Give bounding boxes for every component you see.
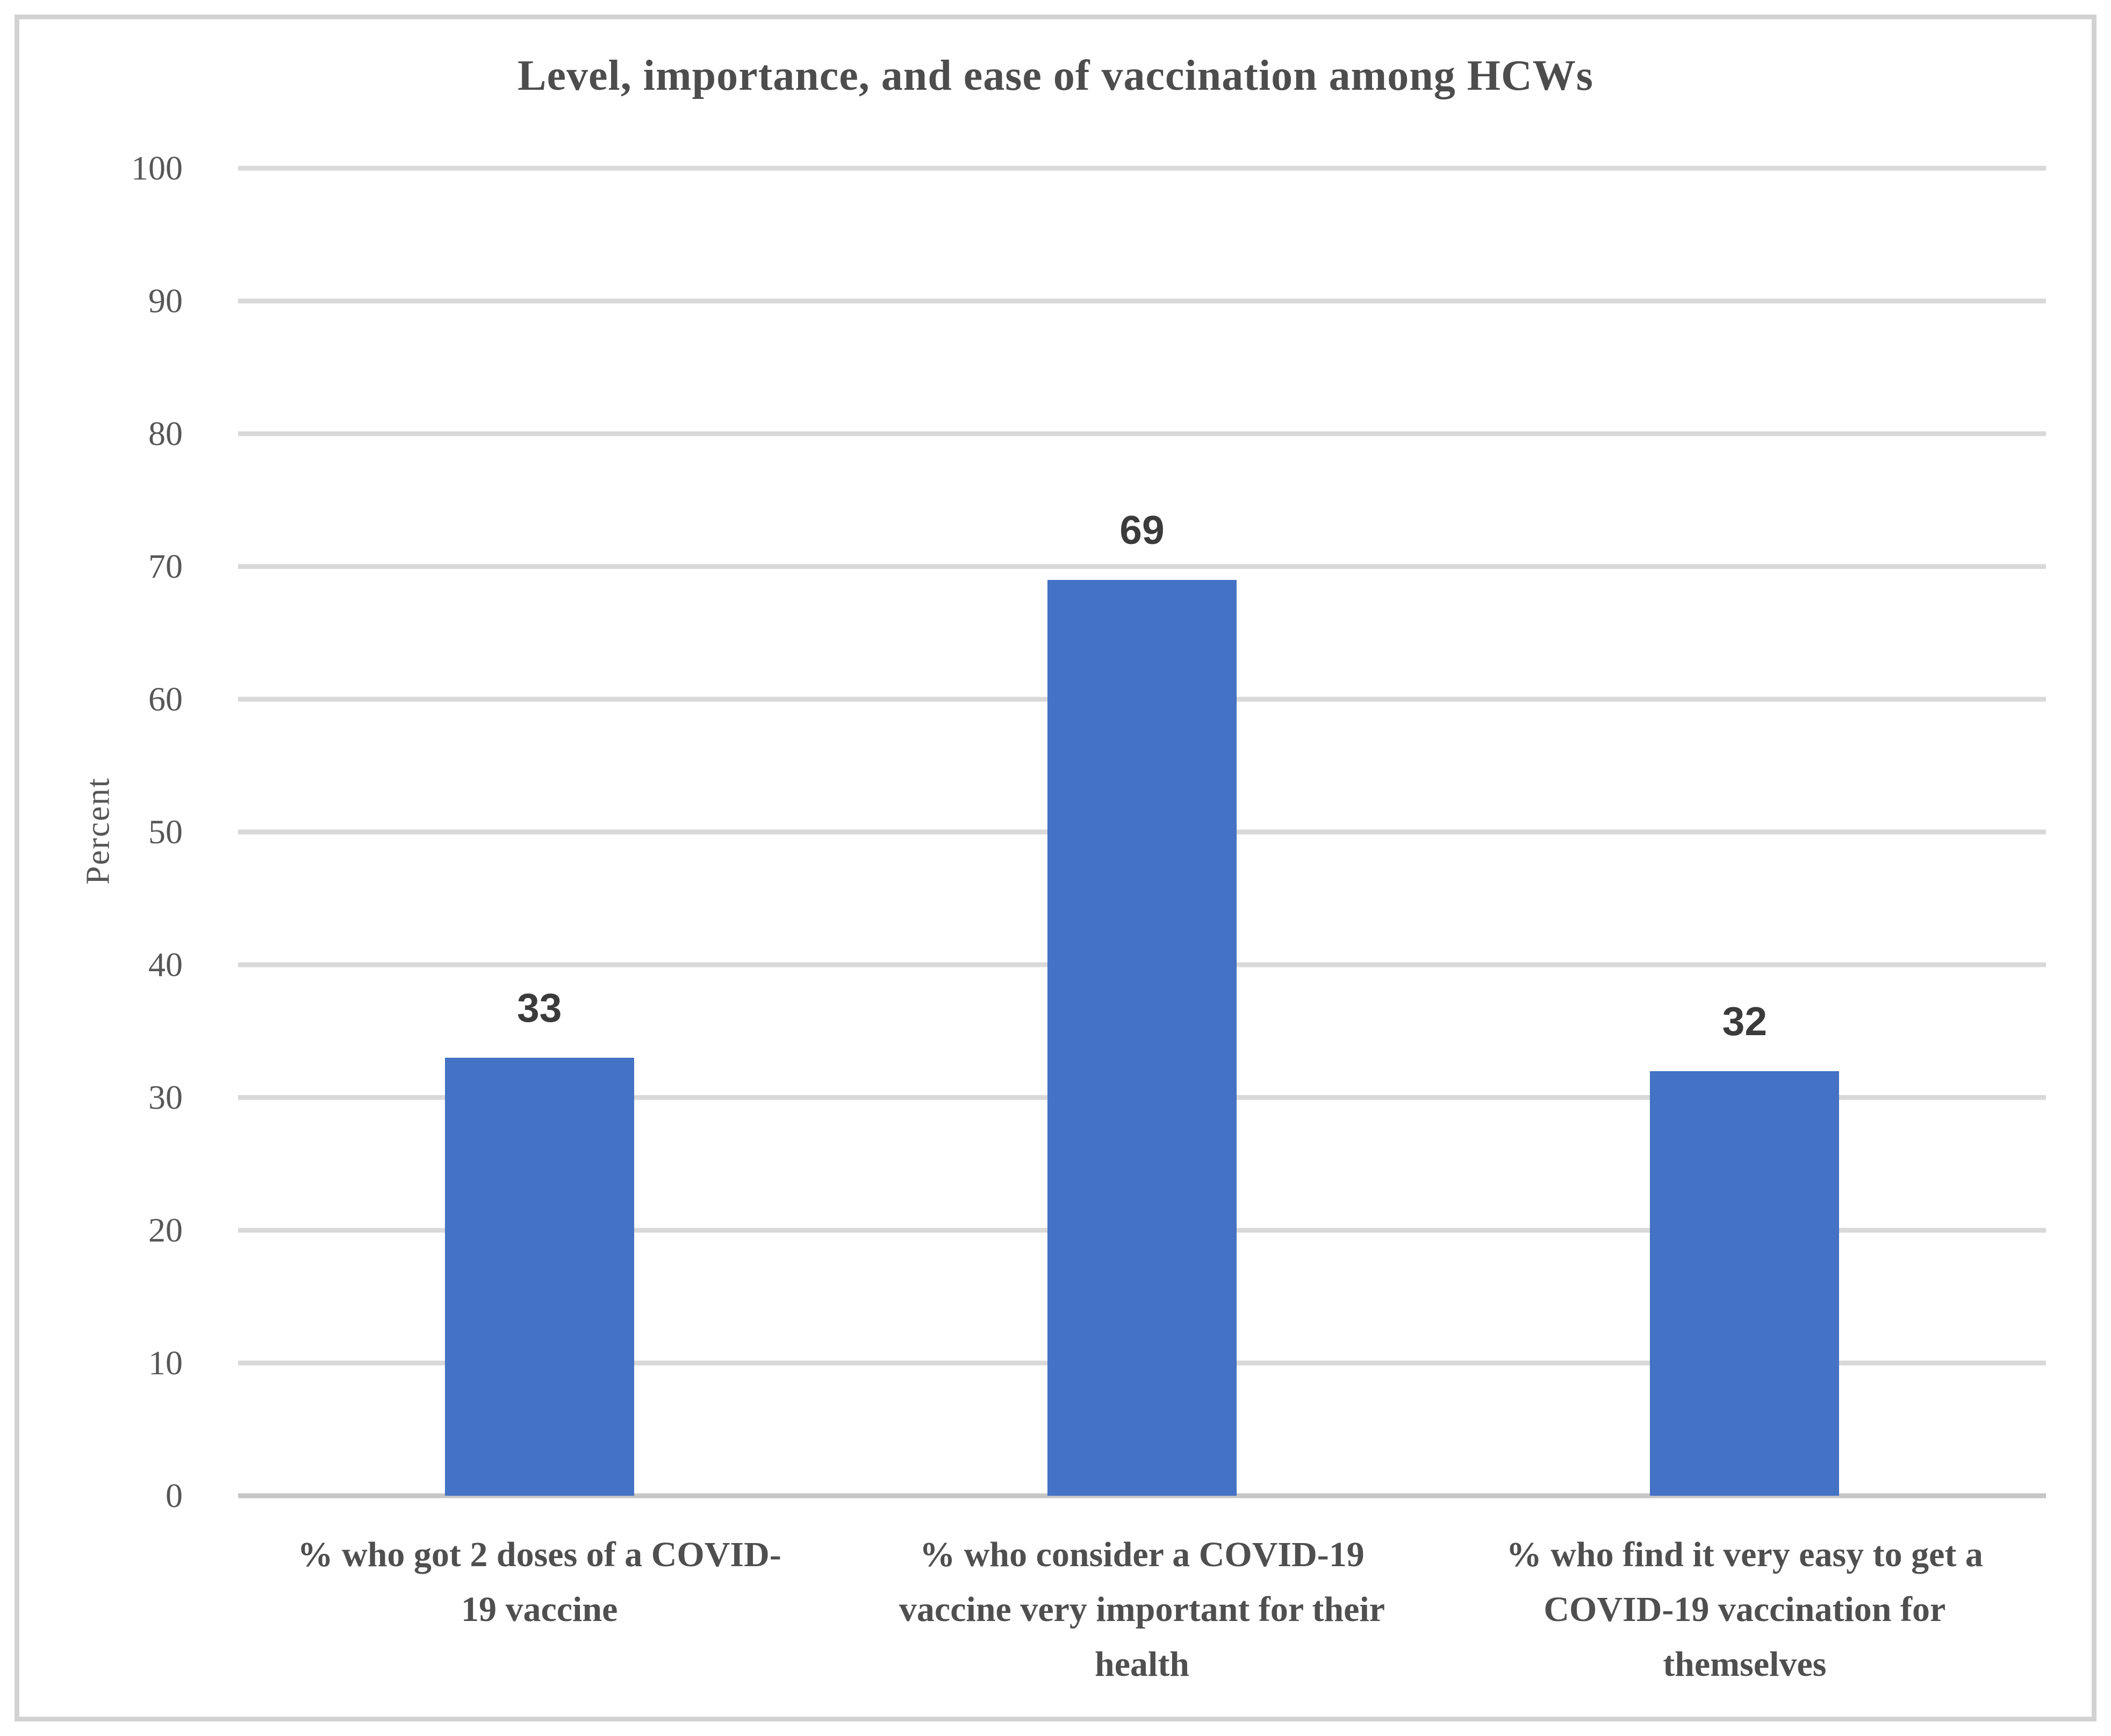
x-category-label: % who got 2 doses of a COVID- 19 vaccine [212,1527,867,1637]
gridline [238,298,2046,304]
gridline [238,431,2046,436]
y-tick-label: 50 [148,813,183,851]
gridline [238,166,2046,171]
x-category-label-line: vaccine very important for their [899,1590,1385,1629]
bar [444,1057,634,1496]
x-category-label-line: themselves [1663,1645,1827,1684]
x-category-label-line: 19 vaccine [461,1590,618,1629]
x-category-label-line: % who find it very easy to get a [1506,1535,1983,1574]
chart-title: Level, importance, and ease of vaccinati… [518,52,1593,99]
y-tick-label: 100 [131,149,183,187]
y-tick-label: 0 [166,1476,183,1515]
x-category-label: % who find it very easy to get a COVID-19… [1417,1527,2072,1692]
y-tick-label: 10 [148,1344,183,1382]
chart-border-frame [15,15,2096,1721]
bar-value-label: 32 [1722,998,1768,1044]
y-tick-label: 60 [148,680,183,718]
y-tick-label: 70 [148,547,183,585]
bar-value-label: 69 [1119,507,1165,553]
bar-value-label: 33 [516,985,562,1030]
y-tick-label: 80 [148,414,183,453]
bar [1650,1071,1840,1496]
x-category-label-line: % who consider a COVID-19 [920,1535,1365,1574]
x-category-label-line: health [1094,1645,1190,1684]
y-tick-label: 40 [148,945,183,984]
plot-area: 33 69 32 [238,166,2046,1498]
y-tick-label: 90 [148,282,183,320]
bar [1047,579,1237,1496]
y-tick-label: 20 [148,1211,183,1249]
x-category-label-line: COVID-19 vaccination for [1543,1590,1946,1629]
x-axis-baseline [238,1493,2046,1498]
x-category-label-line: % who got 2 doses of a COVID- [297,1535,781,1574]
gridline [238,564,2046,569]
y-tick-label: 30 [148,1078,183,1116]
x-category-label: % who consider a COVID-19 vaccine very im… [814,1527,1470,1692]
